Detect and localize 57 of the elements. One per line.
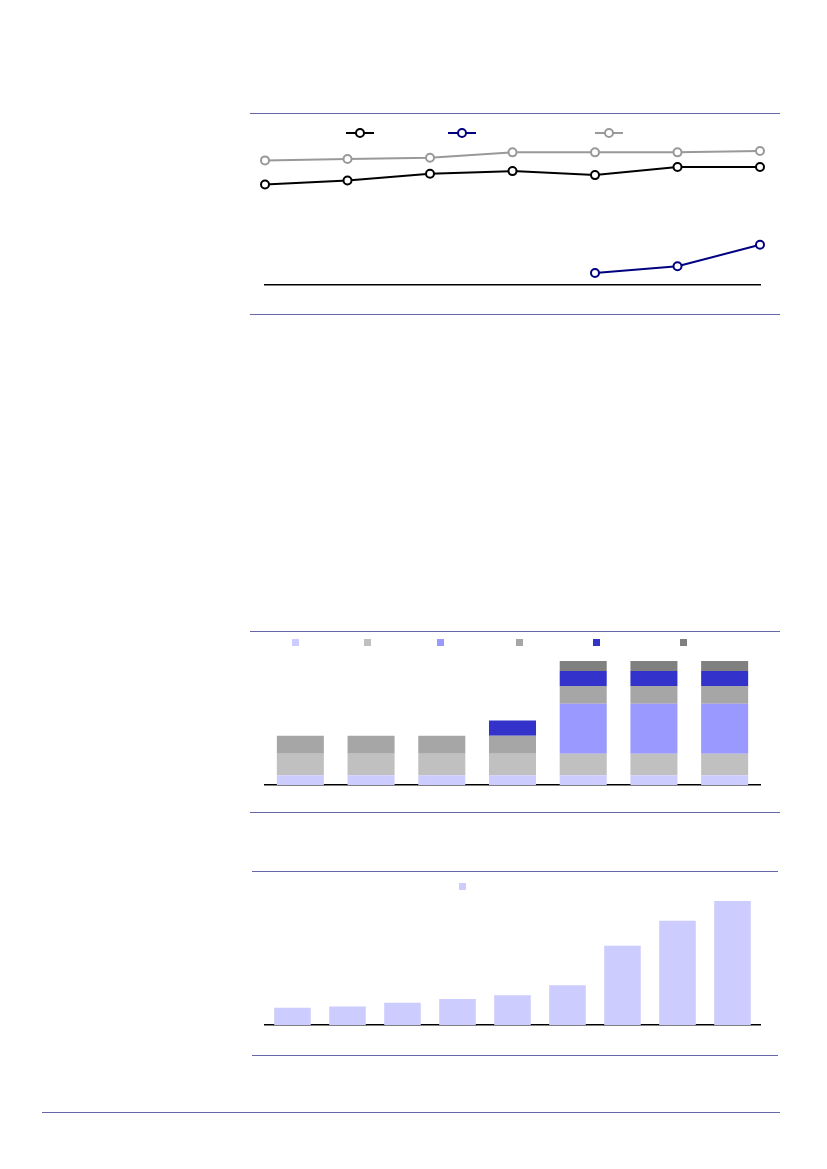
bar xyxy=(418,775,466,785)
bar xyxy=(559,753,607,776)
point xyxy=(425,168,435,179)
bar xyxy=(418,735,466,754)
bar xyxy=(418,753,466,776)
bar xyxy=(488,720,537,736)
bar xyxy=(659,920,696,1025)
point xyxy=(260,179,270,190)
bar xyxy=(276,753,324,776)
point xyxy=(755,239,765,250)
bar xyxy=(559,670,607,686)
bar xyxy=(701,685,749,704)
bar xyxy=(276,735,324,754)
point xyxy=(672,261,683,272)
bar xyxy=(701,670,749,686)
point xyxy=(342,175,353,186)
point xyxy=(507,166,518,177)
bar xyxy=(701,703,749,754)
point xyxy=(755,146,765,156)
bar xyxy=(701,753,749,776)
bar xyxy=(347,775,395,785)
bar xyxy=(630,670,678,686)
bar xyxy=(630,775,678,785)
point xyxy=(590,267,600,278)
bar xyxy=(347,753,395,776)
bar xyxy=(488,735,537,754)
bar xyxy=(347,735,395,754)
point xyxy=(590,170,600,181)
point xyxy=(672,147,683,158)
point xyxy=(342,154,353,165)
bar xyxy=(559,775,607,785)
bar xyxy=(488,775,537,785)
bar xyxy=(276,775,324,785)
bar xyxy=(630,703,678,754)
point xyxy=(425,152,435,163)
point xyxy=(590,147,600,158)
point xyxy=(260,155,270,166)
bar xyxy=(630,753,678,776)
point xyxy=(755,162,765,173)
bar xyxy=(630,685,678,704)
bar xyxy=(559,661,607,671)
bar xyxy=(488,753,537,776)
bar xyxy=(384,1002,421,1025)
bar xyxy=(559,703,607,754)
bar xyxy=(714,901,751,1025)
bar xyxy=(701,661,749,671)
bar xyxy=(439,998,476,1025)
bar xyxy=(701,775,749,785)
bar xyxy=(329,1006,366,1025)
bar xyxy=(494,995,531,1025)
point xyxy=(507,147,518,158)
bar xyxy=(274,1007,311,1025)
bar xyxy=(630,661,678,671)
bar xyxy=(604,945,641,1025)
bar xyxy=(549,985,586,1025)
point xyxy=(672,162,683,173)
bar xyxy=(559,685,607,704)
